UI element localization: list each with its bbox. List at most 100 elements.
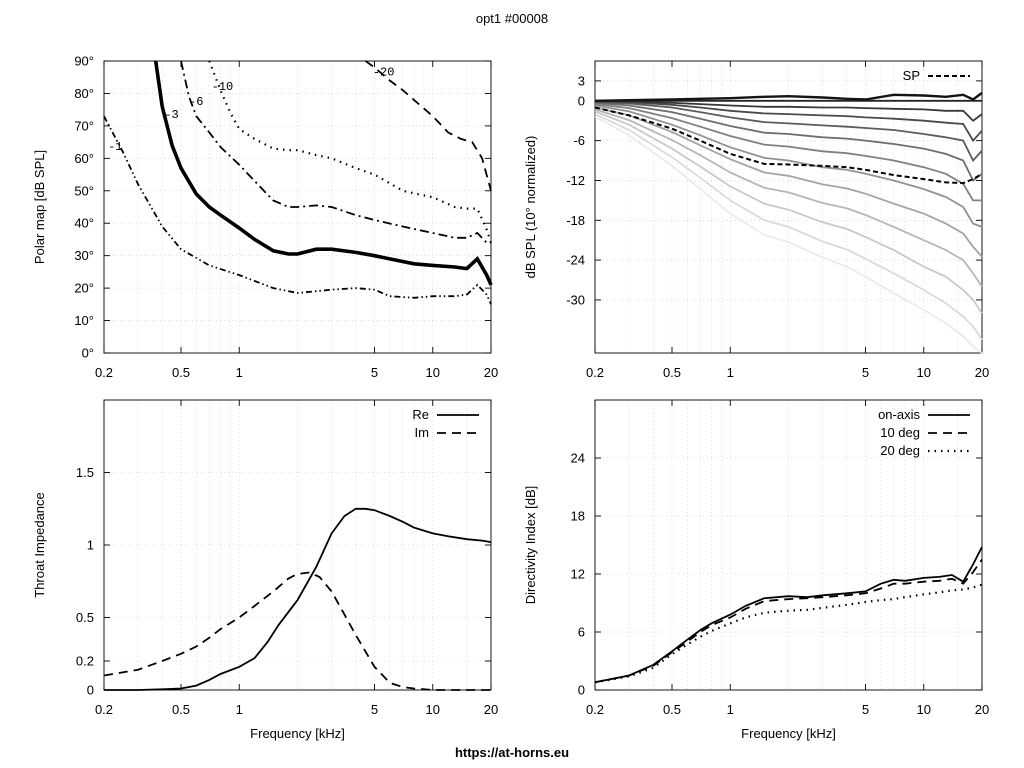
panel-polar: 0.2 0.5 1 5 10 20 0° 10° 20° 30° 40° 50° 60° 70° 80° 90…	[32, 54, 498, 381]
plot-frame	[103, 399, 492, 691]
y-tick-label: 40°	[74, 216, 94, 231]
series--10	[208, 60, 493, 244]
y-tick-label: 0.2	[76, 654, 94, 669]
plot-frame	[594, 399, 983, 691]
x-tick-label: 5	[862, 702, 869, 717]
legend-label: on-axis	[878, 407, 920, 422]
spl-curve	[594, 101, 983, 182]
x-tick-label: 20	[484, 702, 498, 717]
y-tick-label: 0	[578, 93, 585, 108]
y-axis-label: Polar map [dB SPL]	[32, 150, 47, 264]
y-tick-label: -24	[566, 253, 585, 268]
y-tick-label: -18	[566, 213, 585, 228]
legend-label: 10 deg	[880, 425, 920, 440]
y-tick-label: 0	[578, 683, 585, 698]
panel-directivity: 0.2 0.5 1 5 10 20 0 6 12 18 24 Directivity Index [d…	[523, 399, 989, 741]
y-tick-label: 50°	[74, 183, 94, 198]
footer-url: https://at-horns.eu	[455, 745, 569, 760]
spl-curve	[594, 100, 983, 143]
spl-curve	[594, 106, 983, 258]
x-tick-label: 20	[975, 365, 989, 380]
y-tick-label: 70°	[74, 118, 94, 133]
contour-label: -1	[108, 140, 122, 154]
legend-label: Im	[415, 425, 429, 440]
y-tick-label: 60°	[74, 151, 94, 166]
spl-curve	[594, 104, 983, 228]
spl-curve	[594, 108, 983, 288]
y-axis-label: Throat Impedance	[32, 492, 47, 598]
x-tick-label: 20	[975, 702, 989, 717]
spl-curve	[594, 110, 983, 314]
legend-label: 20 deg	[880, 443, 920, 458]
y-tick-label: 90°	[74, 54, 94, 69]
y-tick-label: 1	[87, 538, 94, 553]
contour-label: -20	[373, 66, 395, 80]
sp-curve	[594, 106, 983, 185]
x-tick-label: 0.2	[95, 365, 113, 380]
x-tick-label: 0.5	[663, 702, 681, 717]
series-10 deg	[594, 558, 983, 684]
y-tick-label: 1.5	[76, 465, 94, 480]
plot-frame	[594, 60, 983, 354]
x-tick-label: 10	[917, 702, 931, 717]
x-tick-label: 1	[236, 365, 243, 380]
x-tick-label: 1	[727, 365, 734, 380]
legend-label: SP	[903, 68, 920, 83]
y-tick-label: 80°	[74, 86, 94, 101]
x-tick-label: 0.5	[172, 702, 190, 717]
figure-title: opt1 #00008	[476, 11, 548, 26]
y-tick-label: 30°	[74, 248, 94, 263]
y-tick-label: 20°	[74, 281, 94, 296]
spl-curve	[594, 99, 983, 122]
x-tick-label: 1	[727, 702, 734, 717]
spl-curve	[594, 101, 983, 163]
plots-container: 0.2 0.5 1 5 10 200°10°20°30°40°50°60°70°80°90…	[32, 54, 989, 742]
x-axis-label: Frequency [kHz]	[250, 726, 345, 741]
y-tick-label: 0°	[82, 346, 94, 361]
spl-curve	[594, 91, 983, 102]
series-on-axis	[594, 546, 983, 684]
x-tick-label: 10	[426, 365, 440, 380]
y-tick-label: 0	[87, 683, 94, 698]
spl-curve	[594, 115, 983, 354]
x-tick-label: 5	[371, 702, 378, 717]
contour-label: -3	[164, 108, 178, 122]
y-tick-label: 10°	[74, 313, 94, 328]
contour-label: -10	[212, 80, 234, 94]
series--1	[103, 115, 492, 305]
y-tick-label: 0.5	[76, 610, 94, 625]
series-Re	[104, 507, 492, 691]
series--20	[365, 60, 492, 192]
x-tick-label: 0.5	[663, 365, 681, 380]
spl-curve	[594, 113, 983, 341]
series--6	[180, 60, 491, 244]
y-tick-label: 3	[578, 73, 585, 88]
x-tick-label: 20	[484, 365, 498, 380]
x-tick-label: 0.5	[172, 365, 190, 380]
x-tick-label: 0.2	[586, 702, 604, 717]
plot-frame	[103, 60, 492, 354]
x-tick-label: 5	[862, 365, 869, 380]
contour-label: -6	[189, 95, 203, 109]
x-tick-label: 10	[426, 702, 440, 717]
x-axis-label: Frequency [kHz]	[741, 726, 836, 741]
y-tick-label: 6	[578, 625, 585, 640]
series--3	[153, 60, 493, 286]
y-tick-label: -30	[566, 292, 585, 307]
y-axis-label: dB SPL (10° normalized)	[523, 136, 538, 279]
x-tick-label: 0.2	[95, 702, 113, 717]
x-tick-label: 0.2	[586, 365, 604, 380]
series-Im	[103, 571, 491, 691]
legend-label: Re	[412, 407, 429, 422]
x-tick-label: 5	[371, 365, 378, 380]
y-tick-label: 12	[571, 567, 585, 582]
y-tick-label: 24	[571, 451, 585, 466]
y-axis-label: Directivity Index [dB]	[523, 486, 538, 605]
y-tick-label: 18	[571, 509, 585, 524]
x-tick-label: 10	[917, 365, 931, 380]
spl-curve	[594, 103, 982, 202]
